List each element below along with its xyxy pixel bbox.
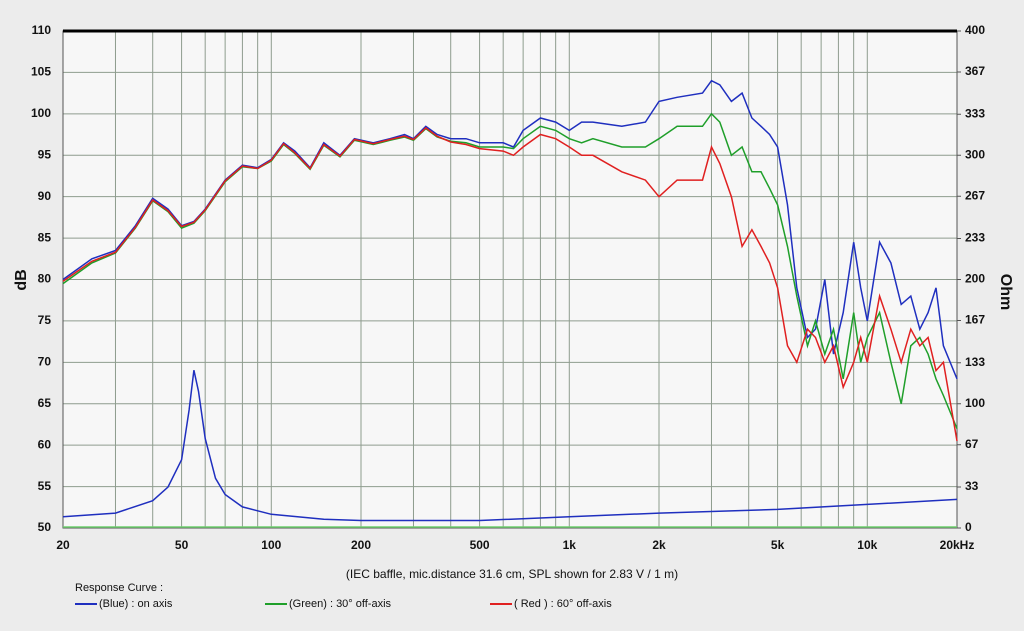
x-tick-label: 5k bbox=[771, 538, 785, 552]
response-line bbox=[62, 126, 958, 442]
y2-tick-label: 167 bbox=[965, 313, 985, 327]
x-tick-label: 100 bbox=[261, 538, 281, 552]
x-tick-label: 1k bbox=[563, 538, 577, 552]
y-axis-label: dB bbox=[13, 269, 30, 290]
y2-axis-label: Ohm bbox=[997, 274, 1014, 310]
y-tick-label: 95 bbox=[38, 147, 52, 161]
x-tick-label: 50 bbox=[175, 538, 189, 552]
y2-tick-label: 300 bbox=[965, 147, 985, 161]
legend-label: (Green) : 30° off-axis bbox=[289, 598, 392, 610]
y-tick-label: 105 bbox=[31, 65, 51, 79]
impedance-line bbox=[62, 370, 958, 522]
y-tick-label: 85 bbox=[38, 230, 52, 244]
y-tick-label: 110 bbox=[32, 23, 52, 37]
x-tick-label: 200 bbox=[351, 538, 371, 552]
y-tick-label: 70 bbox=[38, 355, 52, 369]
y-tick-label: 100 bbox=[31, 106, 51, 120]
y-tick-label: 80 bbox=[38, 272, 52, 286]
y-tick-label: 65 bbox=[38, 396, 52, 410]
y2-tick-label: 133 bbox=[965, 355, 985, 369]
y2-tick-label: 400 bbox=[965, 23, 985, 37]
legend-title: Response Curve : bbox=[75, 582, 163, 594]
x-tick-label: 2k bbox=[652, 538, 666, 552]
y-tick-label: 50 bbox=[38, 520, 52, 534]
y2-tick-label: 267 bbox=[965, 188, 985, 202]
x-tick-label: 10k bbox=[857, 538, 877, 552]
x-axis-label: (IEC baffle, mic.distance 31.6 cm, SPL s… bbox=[346, 567, 678, 581]
y2-tick-label: 367 bbox=[965, 64, 985, 78]
y2-tick-label: 33 bbox=[965, 479, 979, 493]
x-tick-label: 20 bbox=[56, 538, 70, 552]
legend-label: ( Red ) : 60° off-axis bbox=[514, 598, 612, 610]
y-tick-label: 75 bbox=[38, 313, 52, 327]
y-tick-label: 90 bbox=[38, 189, 52, 203]
y2-tick-label: 233 bbox=[965, 231, 985, 245]
y2-tick-label: 0 bbox=[965, 520, 972, 534]
y2-tick-label: 67 bbox=[965, 437, 979, 451]
y2-tick-label: 100 bbox=[965, 396, 985, 410]
y-tick-label: 60 bbox=[38, 437, 52, 451]
x-tick-label: 500 bbox=[470, 538, 490, 552]
y-tick-label: 55 bbox=[38, 479, 52, 493]
y2-tick-label: 333 bbox=[965, 106, 985, 120]
legend-label: (Blue) : on axis bbox=[99, 598, 173, 610]
y2-tick-label: 200 bbox=[965, 272, 985, 286]
x-tick-label: 20kHz bbox=[940, 538, 975, 552]
